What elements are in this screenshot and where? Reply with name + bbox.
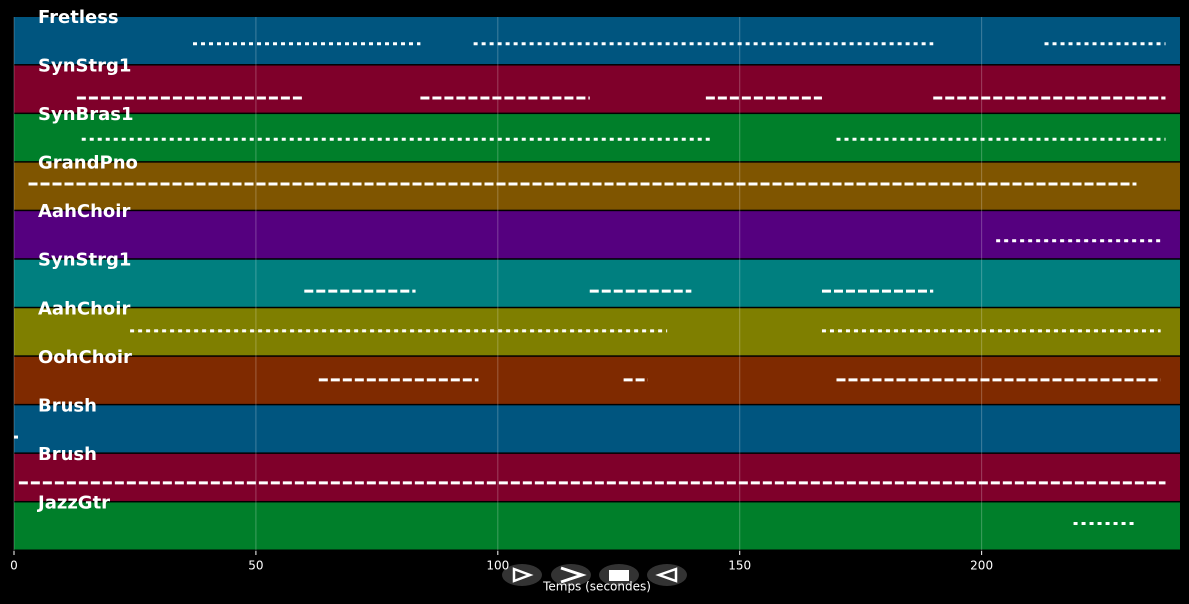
track-name: JazzGtr (36, 492, 110, 513)
playback-controls (502, 564, 687, 586)
grid (13, 17, 983, 551)
forward-button[interactable] (551, 564, 591, 586)
play-button[interactable] (502, 564, 542, 586)
track-name: AahChoir (38, 298, 130, 319)
track-name: Brush (38, 395, 97, 416)
track-name: Brush (38, 444, 97, 465)
back-button[interactable] (647, 564, 687, 586)
x-tick-label: 150 (728, 559, 751, 573)
x-tick-label: 100 (486, 559, 509, 573)
track-name: AahChoir (38, 201, 130, 222)
notes (14, 42, 1166, 526)
track-lane (14, 65, 1180, 113)
track-lane (14, 405, 1180, 453)
track-lane (14, 114, 1180, 162)
track-name: Fretless (38, 7, 119, 28)
track-lane (14, 17, 1180, 65)
track-name: OohChoir (38, 347, 132, 368)
x-tick-label: 50 (248, 559, 263, 573)
track-lane (14, 211, 1180, 259)
tracks (14, 17, 1180, 550)
labels: Fretless SynStrg1 SynBras1 GrandPno AahChoir… (36, 7, 138, 513)
x-axis-label: Temps (secondes) (542, 580, 651, 594)
x-tick-label: 200 (970, 559, 993, 573)
track-name: SynStrg1 (38, 250, 131, 271)
track-name: SynBras1 (38, 104, 134, 125)
track-lane (14, 453, 1180, 501)
stop-button[interactable] (599, 564, 639, 586)
x-tick-label: 0 (10, 559, 18, 573)
track-lane (14, 502, 1180, 550)
track-lane (14, 259, 1180, 307)
track-name: SynStrg1 (38, 56, 131, 77)
track-name: GrandPno (38, 153, 138, 174)
track-lane (14, 162, 1180, 210)
